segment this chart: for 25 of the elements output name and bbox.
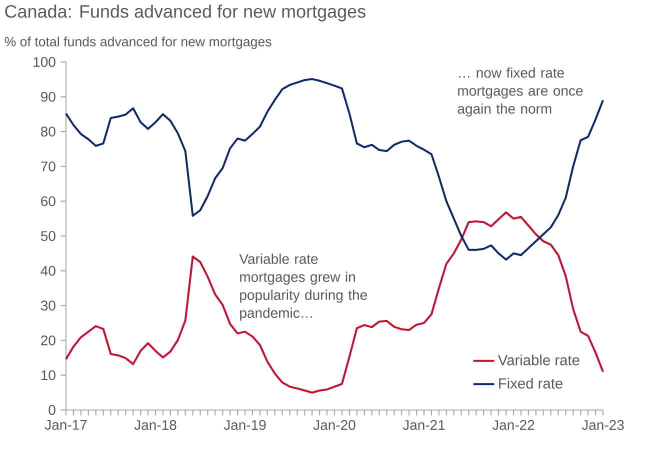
y-tick-label: 50 <box>40 231 56 241</box>
chart-subtitle: % of total funds advanced for new mortgages <box>4 36 272 50</box>
legend-label: Variable rate <box>498 354 580 366</box>
y-tick-label: 100 <box>34 57 56 67</box>
x-tick-label: Jan-21 <box>402 420 445 430</box>
chart-title: Canada: Funds advanced for new mortgages <box>5 4 366 22</box>
line-series <box>65 211 604 394</box>
y-tick-label: 30 <box>40 300 56 311</box>
y-tick-label: 60 <box>41 196 56 206</box>
y-tick-label: 10 <box>41 370 56 380</box>
annotation: Variable rate mortgages grew in popularity during the pandemic… <box>239 254 367 321</box>
y-tick-label: 70 <box>41 161 56 172</box>
y-tick-label: 20 <box>41 335 56 346</box>
x-tick-label: Jan-23 <box>582 420 624 430</box>
x-tick-label: Jan-17 <box>44 420 87 430</box>
y-tick-label: 90 <box>41 92 56 102</box>
y-tick-label: 0 <box>48 405 56 415</box>
x-tick-label: Jan-19 <box>224 420 266 430</box>
y-tick-label: 80 <box>40 126 56 137</box>
x-tick-label: Jan-18 <box>134 420 176 430</box>
legend-label: Fixed rate <box>499 378 562 389</box>
y-tick-label: 40 <box>40 266 56 276</box>
x-tick-label: Jan-22 <box>492 420 534 430</box>
x-tick-label: Jan-20 <box>313 420 356 430</box>
annotation: … now fixed rate mortgages are once again the norm <box>458 67 583 117</box>
